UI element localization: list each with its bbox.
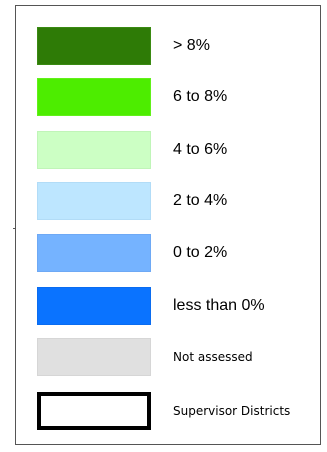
legend-label: Supervisor Districts	[173, 404, 291, 418]
legend-swatch	[37, 287, 151, 325]
legend-item-6-to-8: 6 to 8%	[16, 78, 320, 122]
frame-tick-mark	[13, 228, 15, 229]
legend-label: less than 0%	[173, 297, 265, 314]
legend-swatch	[37, 27, 151, 65]
legend-label: 4 to 6%	[173, 141, 228, 158]
legend-item-0-to-2: 0 to 2%	[16, 234, 320, 278]
legend-swatch	[37, 338, 151, 376]
legend-item-not-assessed: Not assessed	[16, 338, 320, 382]
legend-swatch	[37, 234, 151, 272]
legend-swatch	[37, 182, 151, 220]
legend-item-supervisor-districts: Supervisor Districts	[16, 392, 320, 436]
legend-item-over-8: > 8%	[16, 27, 320, 71]
legend-label: 0 to 2%	[173, 244, 228, 261]
map-legend: > 8% 6 to 8% 4 to 6% 2 to 4% 0 to 2% les…	[15, 5, 321, 445]
legend-item-2-to-4: 2 to 4%	[16, 182, 320, 226]
legend-label: 6 to 8%	[173, 88, 228, 105]
legend-swatch	[37, 392, 151, 430]
legend-swatch	[37, 131, 151, 169]
legend-item-4-to-6: 4 to 6%	[16, 131, 320, 175]
legend-label: > 8%	[173, 37, 210, 54]
legend-item-less-than-0: less than 0%	[16, 287, 320, 331]
legend-label: 2 to 4%	[173, 192, 228, 209]
legend-label: Not assessed	[173, 350, 253, 364]
legend-swatch	[37, 78, 151, 116]
